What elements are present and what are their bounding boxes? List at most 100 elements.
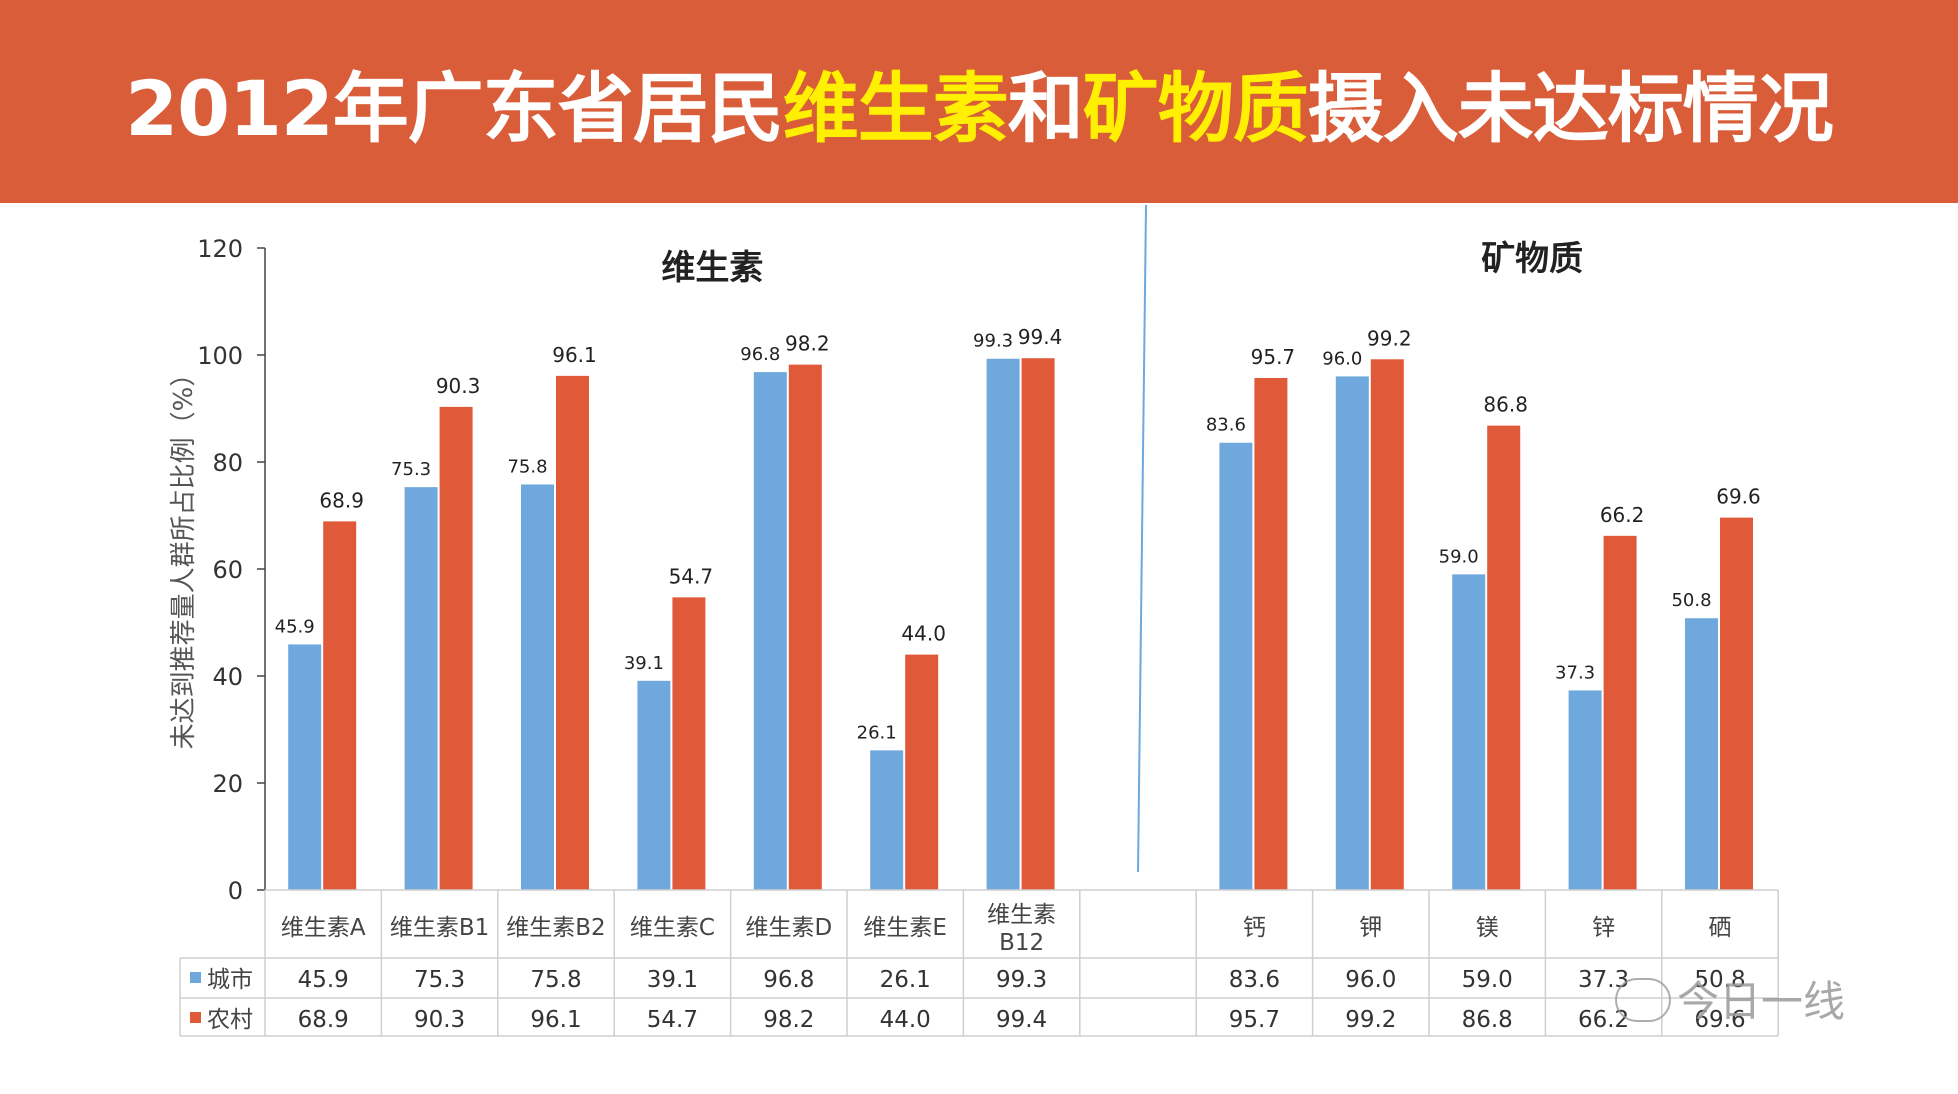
bar-rural — [905, 654, 939, 890]
data-label-urban: 50.8 — [1671, 590, 1711, 611]
data-label-urban: 45.9 — [275, 616, 315, 637]
table-value: 96.1 — [530, 1007, 581, 1033]
bar-urban — [753, 372, 787, 890]
data-label-urban: 37.3 — [1555, 662, 1595, 683]
bar-urban — [1568, 690, 1602, 890]
data-label-rural: 86.8 — [1483, 393, 1528, 417]
category-label: 硒 — [1709, 915, 1732, 941]
category-label: 钙 — [1243, 915, 1266, 941]
bar-rural — [672, 597, 706, 890]
data-label-urban: 96.0 — [1322, 348, 1362, 369]
data-label-rural: 90.3 — [436, 374, 481, 398]
data-label-rural: 68.9 — [319, 488, 364, 512]
bar-rural — [1720, 517, 1753, 890]
table-value: 69.6 — [1694, 1007, 1745, 1033]
table-value: 95.7 — [1229, 1007, 1280, 1033]
category-label: 钾 — [1359, 915, 1382, 941]
bar-rural — [323, 521, 357, 890]
bar-rural — [556, 375, 589, 890]
bar-urban — [1685, 618, 1718, 890]
table-value: 26.1 — [880, 967, 931, 993]
table-value: 86.8 — [1462, 1007, 1513, 1033]
table-value: 99.3 — [996, 967, 1047, 993]
y-tick-label: 100 — [197, 342, 243, 370]
data-label-urban: 26.1 — [857, 722, 897, 743]
y-tick-label: 20 — [212, 770, 243, 798]
bar-urban — [404, 487, 438, 890]
bar-rural — [439, 406, 473, 890]
table-value: 99.2 — [1345, 1007, 1396, 1033]
data-label-urban: 96.8 — [740, 344, 780, 365]
category-label: 维生素 — [987, 902, 1056, 928]
data-label-urban: 59.0 — [1439, 546, 1479, 567]
data-label-urban: 75.3 — [391, 459, 431, 480]
category-label: 维生素B1 — [390, 915, 489, 941]
bar-rural — [1021, 358, 1055, 891]
y-tick-label: 120 — [197, 235, 243, 263]
bar-urban — [1452, 574, 1486, 890]
y-tick-label: 0 — [228, 877, 243, 905]
table-value: 45.9 — [298, 967, 349, 993]
data-label-rural: 54.7 — [669, 564, 714, 588]
y-axis-title: 未达到推荐量人群所占比例（%） — [169, 361, 199, 750]
bar-rural — [1254, 378, 1288, 890]
table-value: 50.8 — [1694, 967, 1745, 993]
data-label-urban: 39.1 — [624, 653, 664, 674]
wechat-icon — [1615, 978, 1671, 1022]
group-divider — [1137, 204, 1147, 873]
table-value: 96.8 — [763, 967, 814, 993]
bar-rural — [788, 364, 822, 890]
bar-urban — [870, 750, 904, 890]
title-part-3: 和 — [1007, 63, 1084, 153]
category-label: 维生素C — [630, 915, 715, 941]
table-value: 68.9 — [298, 1007, 349, 1033]
table-value: 96.0 — [1345, 967, 1396, 993]
category-label: B12 — [999, 930, 1044, 956]
table-value: 99.4 — [996, 1007, 1047, 1033]
category-label: 镁 — [1476, 915, 1499, 941]
group-title-vitamins: 维生素 — [661, 248, 763, 288]
data-label-rural: 99.2 — [1367, 326, 1412, 350]
bar-urban — [521, 484, 554, 890]
category-label: 维生素B2 — [506, 915, 605, 941]
title-part-1: 2012年广东省居民 — [125, 63, 784, 153]
table-value: 54.7 — [647, 1007, 698, 1033]
table-value: 98.2 — [763, 1007, 814, 1033]
data-label-urban: 99.3 — [973, 331, 1013, 352]
data-label-rural: 99.4 — [1018, 325, 1063, 349]
y-tick-label: 60 — [212, 556, 243, 584]
data-label-rural: 96.1 — [552, 343, 597, 367]
bar-urban — [288, 644, 322, 890]
table-value: 59.0 — [1462, 967, 1513, 993]
slide-title: 2012年广东省居民 维生素和矿物质 摄入未达标情况 — [0, 0, 1958, 203]
data-label-urban: 83.6 — [1206, 415, 1246, 436]
bar-rural — [1370, 359, 1404, 890]
category-label: 维生素E — [863, 915, 947, 941]
bar-rural — [1603, 535, 1637, 890]
data-label-rural: 98.2 — [785, 332, 830, 356]
legend-label: 城市 — [207, 967, 253, 993]
watermark: 今日一线 — [1677, 977, 1846, 1026]
bar-urban — [1219, 442, 1253, 890]
category-label: 维生素D — [745, 915, 832, 941]
table-value: 83.6 — [1229, 967, 1280, 993]
bar-rural — [1487, 425, 1521, 890]
table-value: 90.3 — [414, 1007, 465, 1033]
data-label-urban: 75.8 — [507, 456, 547, 477]
table-value: 75.3 — [414, 967, 465, 993]
data-label-rural: 66.2 — [1600, 503, 1645, 527]
category-label: 维生素A — [281, 915, 366, 941]
bar-urban — [986, 358, 1020, 890]
table-value: 44.0 — [880, 1007, 931, 1033]
title-banner — [0, 0, 1958, 203]
group-title-minerals: 矿物质 — [1481, 239, 1583, 279]
data-label-rural: 44.0 — [901, 622, 946, 646]
bar-urban — [1335, 376, 1369, 890]
title-highlight-mineral: 矿物质 — [1082, 63, 1309, 153]
category-label: 锌 — [1592, 915, 1615, 941]
y-tick-label: 80 — [212, 449, 243, 477]
title-highlight-vitamin: 维生素 — [782, 63, 1009, 153]
bar-urban — [637, 680, 671, 890]
title-part-5: 摄入未达标情况 — [1307, 63, 1834, 153]
